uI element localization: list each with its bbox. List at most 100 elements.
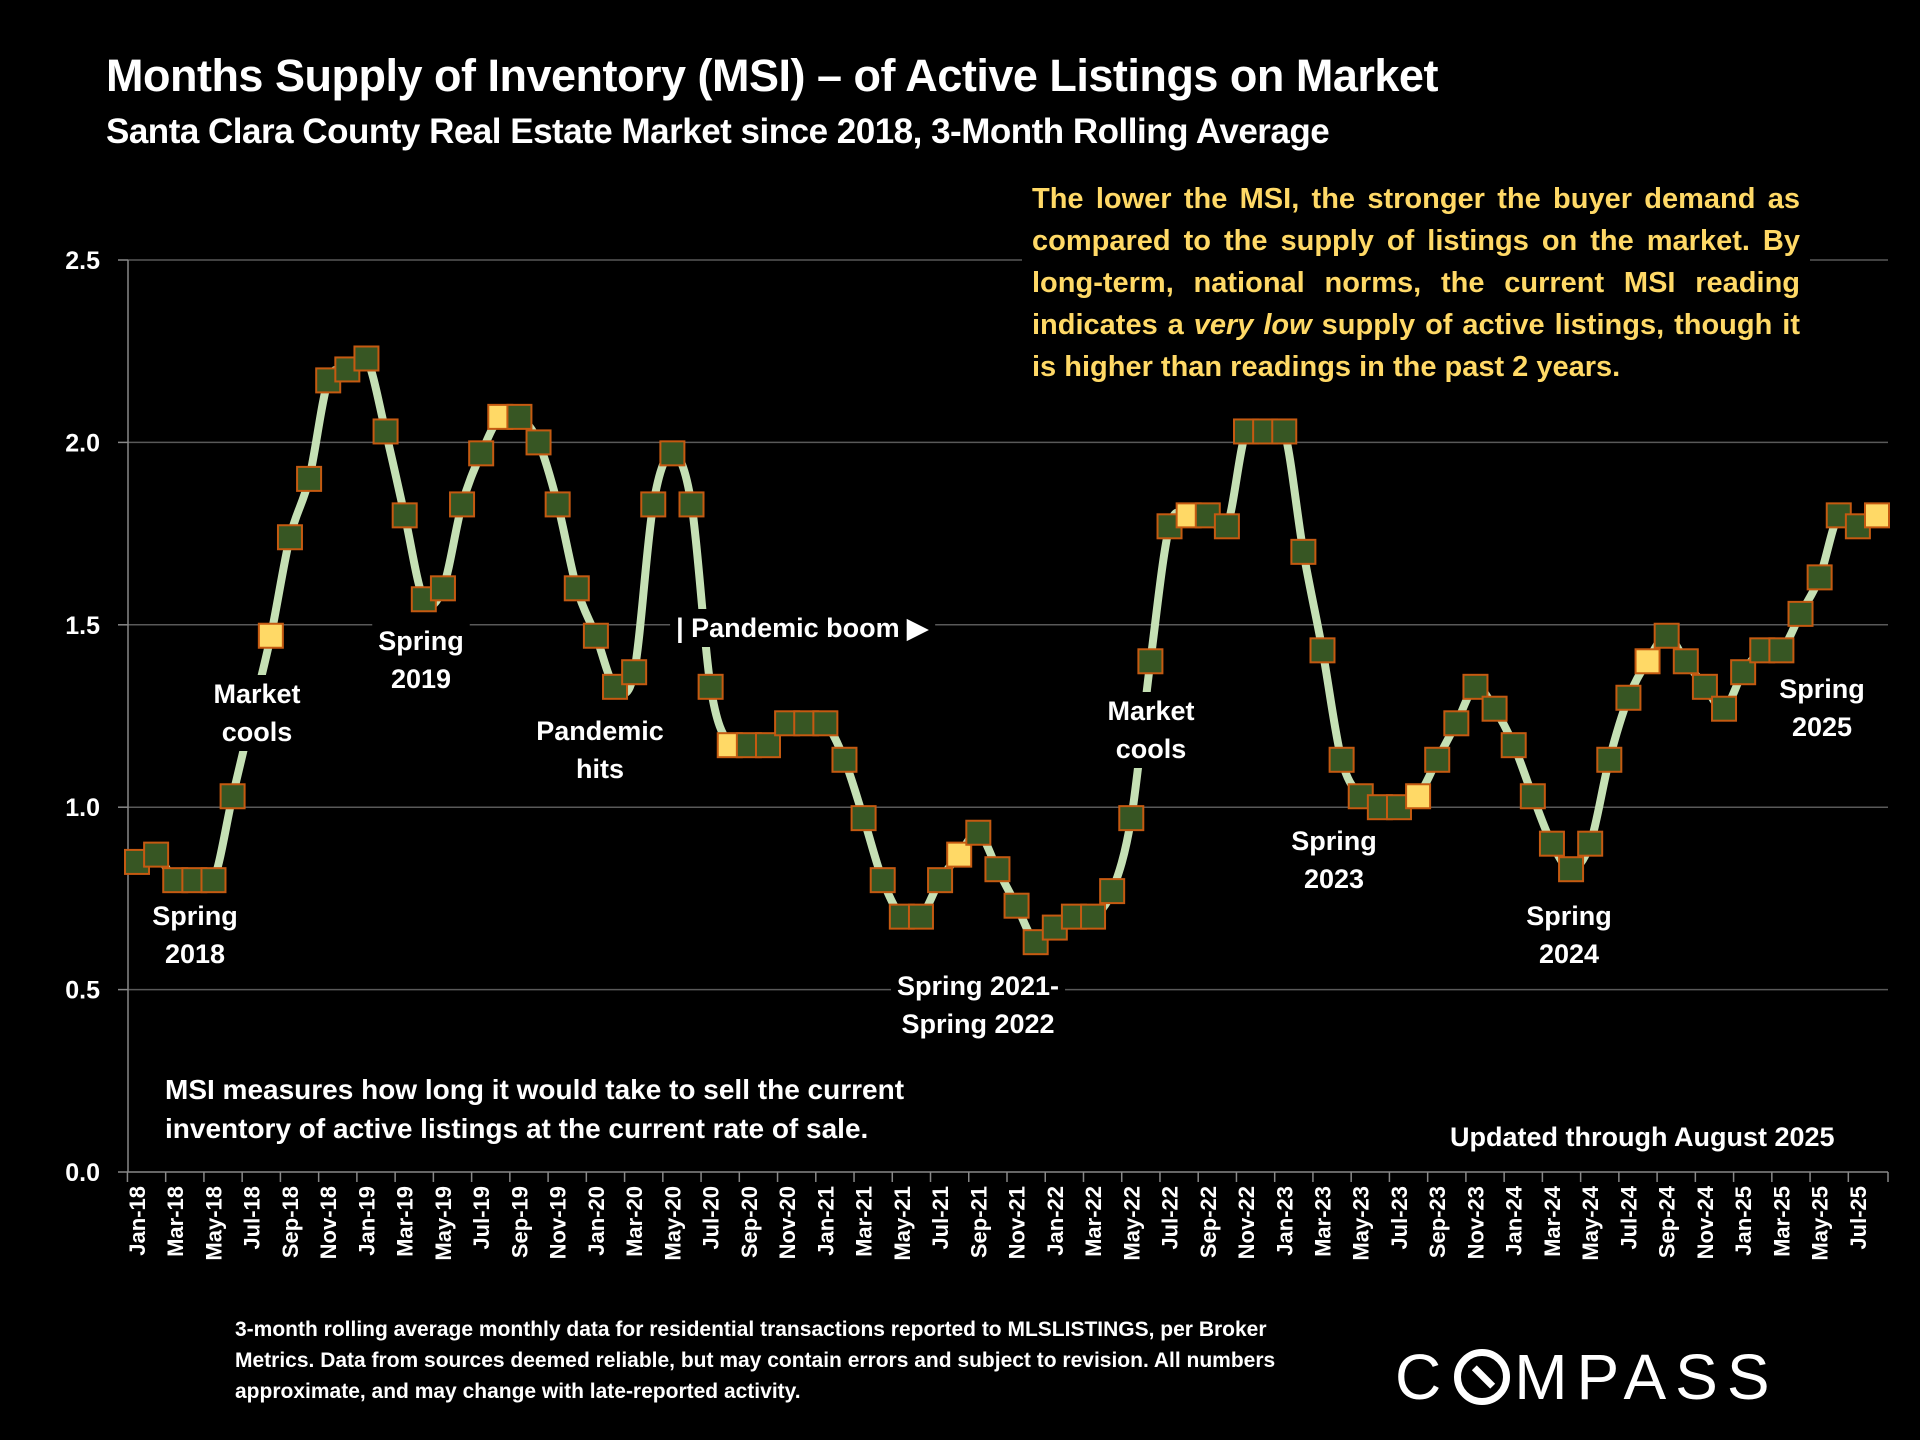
logo-text-c: C <box>1395 1341 1451 1413</box>
x-tick-label: Jan-18 <box>125 1186 150 1256</box>
data-point <box>1730 659 1757 686</box>
data-point <box>372 418 399 445</box>
data-point <box>1500 732 1527 759</box>
annotation-label: Spring 2024 <box>1526 901 1612 969</box>
x-tick-label: Sep-21 <box>966 1186 991 1258</box>
data-point <box>831 746 858 773</box>
y-tick-label: 2.5 <box>65 247 100 275</box>
x-tick-label: Jul-20 <box>699 1186 724 1250</box>
x-tick-label: Jan-24 <box>1502 1185 1527 1255</box>
x-tick-label: Sep-24 <box>1655 1185 1680 1258</box>
x-tick-label: May-19 <box>431 1186 456 1261</box>
data-point <box>927 867 954 894</box>
y-tick-label: 0.5 <box>65 977 100 1005</box>
data-point <box>143 841 170 868</box>
data-point <box>219 783 246 810</box>
data-point <box>1787 600 1814 627</box>
data-point <box>621 659 648 686</box>
x-tick-label: May-21 <box>890 1186 915 1261</box>
annotation-line: 2019 <box>391 664 451 694</box>
data-point <box>353 345 380 372</box>
data-point <box>1558 856 1585 883</box>
y-tick-label: 2.0 <box>65 429 100 457</box>
data-point <box>678 491 705 518</box>
data-point <box>697 673 724 700</box>
data-point <box>1538 830 1565 857</box>
axes <box>127 260 1888 1173</box>
data-point <box>544 491 571 518</box>
annotation-label: Market cools <box>213 679 300 747</box>
x-tick-label: Jul-24 <box>1616 1185 1641 1249</box>
data-point <box>965 819 992 846</box>
annotation-backing <box>1773 670 1871 746</box>
data-point <box>1118 805 1145 832</box>
data-point <box>1099 878 1126 905</box>
data-point <box>1577 830 1604 857</box>
logo-text-rest: MPASS <box>1514 1341 1779 1413</box>
data-point <box>200 867 227 894</box>
y-axis-ticks: 0.0 0.5 1.0 1.5 2.0 2.5 <box>65 247 128 1187</box>
annotation-line: Market <box>213 679 300 709</box>
annotation-backing <box>1520 897 1618 973</box>
x-tick-label: Jul-25 <box>1846 1186 1871 1250</box>
x-tick-label: Jan-20 <box>584 1186 609 1256</box>
x-tick-label: Nov-19 <box>546 1186 571 1259</box>
annotation-line: Spring <box>1291 826 1377 856</box>
data-point <box>754 732 781 759</box>
x-tick-label: Jan-23 <box>1272 1186 1297 1256</box>
annotation-line: Spring 2022 <box>901 1009 1054 1039</box>
x-tick-label: Jul-19 <box>469 1186 494 1250</box>
x-tick-label: Sep-19 <box>507 1186 532 1258</box>
data-point-highlighted <box>1634 648 1661 675</box>
data-point <box>1328 746 1355 773</box>
x-tick-label: May-25 <box>1808 1186 1833 1261</box>
data-point <box>1309 637 1336 664</box>
x-tick-label: Mar-23 <box>1310 1186 1335 1257</box>
x-tick-label: May-24 <box>1578 1185 1603 1260</box>
x-tick-label: Jan-19 <box>354 1186 379 1256</box>
annotation-line: Spring <box>1526 901 1612 931</box>
annotation-label: Spring 2025 <box>1779 674 1865 742</box>
annotation-line: Pandemic <box>536 716 664 746</box>
data-point <box>563 575 590 602</box>
x-tick-label: May-20 <box>660 1186 685 1261</box>
x-tick-label: Mar-25 <box>1769 1186 1794 1257</box>
x-axis-ticks: Jan-18 Mar-18 May-18 Jul-18 Sep-18 Nov-18 Jan-… <box>125 1172 1889 1261</box>
data-point <box>984 856 1011 883</box>
x-tick-label: May-22 <box>1119 1186 1144 1261</box>
x-tick-label: May-23 <box>1349 1186 1374 1261</box>
data-point <box>296 465 323 492</box>
annotation-backing <box>1285 822 1383 898</box>
data-point <box>1615 684 1642 711</box>
data-point <box>276 524 303 551</box>
y-tick-label: 1.5 <box>65 612 100 640</box>
data-point <box>1596 746 1623 773</box>
annotation-line: Spring <box>378 626 464 656</box>
annotation-label: Spring 2019 <box>378 626 464 694</box>
note-part-1: The lower the MSI, the stronger the buye… <box>1032 183 1800 341</box>
data-point <box>1481 695 1508 722</box>
annotation-line: 2018 <box>165 939 225 969</box>
data-point <box>1672 648 1699 675</box>
x-tick-label: Nov-24 <box>1693 1185 1718 1259</box>
data-point-highlighted <box>946 841 973 868</box>
x-tick-label: Sep-18 <box>278 1186 303 1258</box>
y-tick-label: 1.0 <box>65 794 100 822</box>
x-tick-label: Jan-22 <box>1043 1186 1068 1256</box>
x-tick-label: Nov-20 <box>775 1186 800 1259</box>
data-point <box>506 403 533 430</box>
data-point <box>640 491 667 518</box>
data-point <box>429 575 456 602</box>
data-point <box>869 867 896 894</box>
data-point <box>1462 673 1489 700</box>
x-tick-label: Mar-20 <box>622 1186 647 1257</box>
annotation-line: Spring <box>1779 674 1865 704</box>
data-point-highlighted <box>257 622 284 649</box>
x-tick-label: Jan-25 <box>1731 1186 1756 1256</box>
note-part-3: supply of active listings, though it is … <box>1032 309 1800 383</box>
data-point-highlighted <box>1864 502 1890 529</box>
data-point <box>525 429 552 456</box>
annotations: Spring 2018 Market cools Spring 2019 Pandemic h… <box>146 609 1871 1043</box>
annotation-line: Market <box>1107 696 1194 726</box>
data-point <box>391 502 418 529</box>
